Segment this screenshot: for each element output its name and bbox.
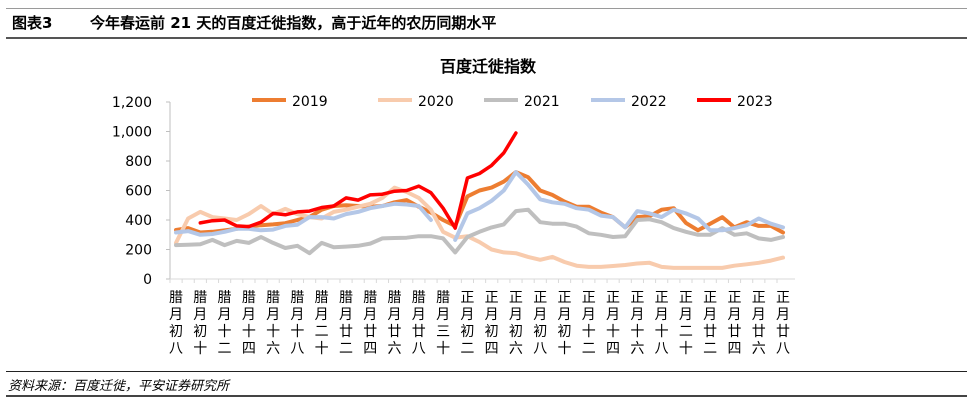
source-top-rule xyxy=(6,371,967,372)
y-tick-label: 200 xyxy=(125,243,152,259)
x-tick-label: 腊月初十 xyxy=(193,290,208,357)
x-tick-label: 腊月三十 xyxy=(436,290,451,357)
header-rule xyxy=(6,37,967,39)
y-tick-label: 1,000 xyxy=(112,125,152,141)
x-tick-label: 腊月廿八 xyxy=(411,290,426,357)
figure-label: 图表3 xyxy=(12,14,53,32)
series-lines xyxy=(174,131,785,270)
legend-label-2021: 2021 xyxy=(524,94,560,110)
x-tick-label: 腊月十二 xyxy=(217,290,232,357)
x-tick-label: 腊月十六 xyxy=(266,290,281,357)
x-tick-label: 正月廿四 xyxy=(727,290,742,357)
x-tick-label: 正月廿六 xyxy=(751,290,766,357)
x-tick-label: 腊月十四 xyxy=(241,290,256,357)
x-tick-label: 腊月廿四 xyxy=(363,290,378,357)
x-tick-label: 正月二十 xyxy=(678,290,693,357)
figure-title: 今年春运前 21 天的百度迁徙指数，高于近年的农历同期水平 xyxy=(90,14,497,32)
x-axis xyxy=(169,278,795,283)
y-axis: 0 200 400 600 800 1,000 1,200 xyxy=(112,95,171,288)
x-tick-label: 正月初二 xyxy=(460,290,475,357)
series-line-2019 xyxy=(174,170,785,235)
series-line-2023 xyxy=(198,131,518,230)
x-tick-label: 腊月初八 xyxy=(169,290,183,357)
y-tick-label: 1,200 xyxy=(112,95,152,111)
chart-title: 百度迁徙指数 xyxy=(440,57,537,76)
figure-header: 图表3 今年春运前 21 天的百度迁徙指数，高于近年的农历同期水平 xyxy=(12,12,496,33)
x-tick-label: 腊月廿二 xyxy=(338,290,353,357)
series-line-2021 xyxy=(174,207,785,256)
x-tick-label: 腊月十八 xyxy=(290,290,305,357)
x-tick-label: 正月十八 xyxy=(654,290,669,357)
x-tick-label: 正月初四 xyxy=(484,290,499,357)
y-tick-label: 0 xyxy=(143,272,152,288)
legend-label-2020: 2020 xyxy=(418,94,454,110)
y-tick-label: 600 xyxy=(125,184,152,200)
legend-label-2023: 2023 xyxy=(737,94,773,110)
x-tick-label: 正月廿二 xyxy=(703,290,718,357)
series-line-2022 xyxy=(174,170,785,242)
source-bottom-rule xyxy=(6,395,967,397)
x-tick-label: 正月十六 xyxy=(630,290,645,357)
x-tick-label: 腊月二十 xyxy=(314,290,329,357)
y-tick-label: 800 xyxy=(125,154,152,170)
x-tick-label: 正月初六 xyxy=(508,290,523,357)
y-tick-label: 400 xyxy=(125,213,152,229)
legend: 2019 2020 2021 2022 2023 xyxy=(252,94,773,110)
source-note: 资料来源：百度迁徙，平安证券研究所 xyxy=(8,379,230,394)
x-tick-label: 正月初八 xyxy=(533,290,548,357)
x-tick-label: 正月初十 xyxy=(557,290,572,357)
legend-label-2022: 2022 xyxy=(631,94,667,110)
x-tick-label: 正月廿八 xyxy=(776,290,790,357)
x-tick-label: 正月十二 xyxy=(581,290,596,357)
legend-label-2019: 2019 xyxy=(292,94,328,110)
x-tick-label: 正月十四 xyxy=(606,290,621,357)
x-tick-label: 腊月廿六 xyxy=(387,290,402,357)
top-rule xyxy=(6,8,967,9)
